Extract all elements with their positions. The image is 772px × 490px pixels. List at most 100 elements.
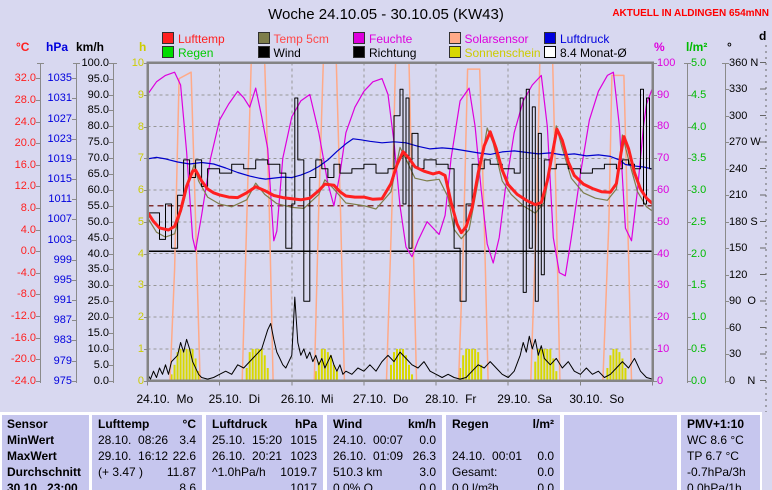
- series-temp-5cm: [147, 125, 653, 240]
- legend-item-solarsensor: Solarsensor: [448, 32, 529, 46]
- axis-tick-lm2: [687, 348, 691, 350]
- axis-tick-degC: [36, 229, 40, 231]
- legend-swatch-icon: [257, 32, 270, 44]
- legend-item-wind: Wind: [257, 46, 301, 60]
- axis-tick-h: [143, 126, 148, 128]
- axis-tick-label-h: 10: [131, 57, 144, 69]
- stats-cell-label: ^1.0hPa/h: [212, 465, 266, 479]
- axis-tick-hPa: [72, 320, 76, 322]
- legend-swatch-icon: [353, 32, 365, 44]
- axis-tick-deg: [725, 115, 729, 117]
- stats-cell-label: 510.3 km: [333, 465, 383, 479]
- axis-tick-kmh: [109, 348, 113, 350]
- axis-tick-h: [143, 63, 148, 64]
- axis-tick-label-lm2: 1.5: [691, 279, 707, 292]
- axis-tick-label-degC: 12.0: [14, 180, 36, 193]
- axis-tick-label-kmh: 90.0: [87, 88, 109, 101]
- axis-tick-degC: [36, 272, 40, 274]
- stats-column-unit: l/m²: [532, 417, 554, 431]
- axis-tick-label-deg: 0 N: [729, 374, 756, 387]
- legend-label: Wind: [273, 46, 301, 60]
- axis-tick-lm2: [687, 158, 691, 160]
- axis-tick-label-deg: 240: [729, 162, 748, 175]
- axis-tick-label-pct: 50: [657, 215, 670, 228]
- legend-swatch-icon: [544, 46, 556, 58]
- axis-tick-pct: [652, 126, 657, 128]
- day-label-5: 28.10. Fr: [425, 392, 477, 406]
- axis-tick-deg: [725, 195, 729, 197]
- legend-item-temp-5cm: Temp 5cm: [257, 32, 329, 46]
- axis-tick-label-h: 5: [137, 215, 144, 228]
- stats-cell-label: (+ 3.47 ): [98, 465, 144, 479]
- stats-row-label: MaxWert: [7, 449, 57, 463]
- axis-tick-lm2: [687, 221, 691, 223]
- axis-tick-hPa: [72, 78, 76, 80]
- axis-tick-label-degC: 28.0: [14, 93, 36, 106]
- axis-tick-pct: [652, 189, 657, 191]
- axis-tick-label-degC: -16.0: [10, 331, 36, 344]
- axis-tick-pct: [652, 158, 657, 160]
- axis-tick-label-kmh: 75.0: [87, 136, 109, 149]
- axis-tick-label-kmh: 20.0: [87, 311, 109, 324]
- axis-tick-label-degC: 24.0: [14, 115, 36, 128]
- axis-tick-label-pct: 60: [657, 183, 670, 196]
- axis-tick-label-h: 2: [137, 311, 144, 324]
- legend-label: Solarsensor: [464, 32, 529, 46]
- axis-tick-label-kmh: 35.0: [87, 263, 109, 276]
- stats-cell-value: 1023: [290, 449, 317, 463]
- axis-tick-label-pct: 80: [657, 120, 670, 133]
- axis-tick-label-kmh: 0.0: [93, 374, 109, 387]
- legend-label: Temp 5cm: [273, 32, 329, 46]
- axis-unit-h: h: [139, 40, 147, 54]
- axis-tick-label-h: 1: [137, 342, 144, 355]
- axis-tick-label-hPa: 1019: [47, 152, 72, 165]
- chart-canvas: [146, 45, 767, 412]
- axis-tick-kmh: [109, 205, 113, 207]
- axis-tick-label-hPa: 987: [53, 314, 72, 327]
- axis-tick-deg: [725, 168, 729, 170]
- day-label-2: 25.10. Di: [208, 392, 261, 406]
- axis-tick-hPa: [72, 340, 76, 342]
- axis-tick-kmh: [109, 221, 113, 223]
- axis-tick-label-hPa: 1003: [47, 233, 72, 246]
- axis-tick-label-pct: 100: [657, 56, 676, 69]
- axis-tick-label-hPa: 991: [53, 294, 72, 307]
- axis-tick-deg: [725, 274, 729, 276]
- axis-tick-label-deg: 270 W: [729, 136, 761, 149]
- legend-label: Regen: [178, 46, 214, 60]
- axis-tick-label-hPa: 979: [53, 354, 72, 367]
- axis-tick-lm2: [687, 285, 691, 287]
- axis-tick-deg: [725, 221, 729, 223]
- axis-tick-label-deg: 120: [729, 268, 748, 281]
- axis-tick-label-kmh: 40.0: [87, 247, 109, 260]
- axis-tick-label-deg: 210: [729, 189, 748, 202]
- axis-tick-lm2: [687, 126, 691, 128]
- axis-tick-label-deg: 30: [729, 348, 742, 361]
- axis-tick-hPa: [72, 259, 76, 261]
- stats-cell-label: 0.0% O: [333, 481, 374, 490]
- axis-tick-deg: [725, 327, 729, 329]
- stats-cell-value: 22.6: [172, 449, 196, 463]
- axis-tick-label-kmh: 15.0: [87, 327, 109, 339]
- axis-tick-label-h: 7: [137, 152, 144, 165]
- legend-item-richtung: Richtung: [353, 46, 416, 59]
- axis-tick-label-degC: 32.0: [14, 72, 36, 85]
- axis-tick-label-degC: -24.0: [10, 374, 36, 387]
- axis-unit-d: d: [759, 29, 767, 43]
- axis-tick-kmh: [109, 237, 113, 239]
- axis-tick-label-kmh: 85.0: [87, 104, 109, 117]
- axis-tick-degC: [36, 99, 40, 101]
- axis-tick-label-hPa: 1007: [47, 213, 72, 226]
- axis-tick-label-deg: 150: [729, 242, 748, 255]
- axis-tick-lm2: [687, 94, 691, 96]
- axis-tick-label-hPa: 975: [53, 374, 72, 387]
- axis-tick-hPa: [72, 98, 76, 100]
- axis-tick-label-pct: 90: [657, 88, 670, 101]
- axis-tick-kmh: [109, 126, 113, 128]
- stats-cell-label: 24.10. 00:01: [452, 449, 523, 463]
- day-label-3: 26.10. Mi: [280, 392, 334, 406]
- axis-tick-label-lm2: 3.0: [691, 184, 707, 197]
- axis-tick-degC: [36, 251, 40, 253]
- axis-tick-label-hPa: 1035: [47, 72, 72, 85]
- axis-tick-hPa: [72, 239, 76, 241]
